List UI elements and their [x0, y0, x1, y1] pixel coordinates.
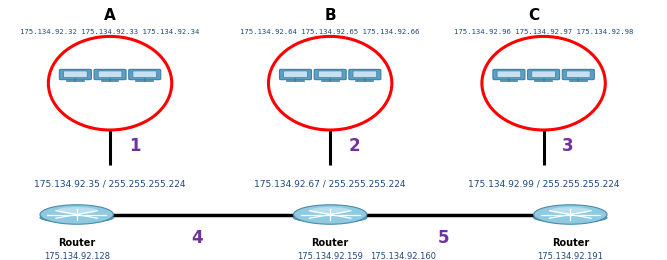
FancyBboxPatch shape	[566, 71, 590, 78]
Text: C: C	[528, 8, 539, 23]
Ellipse shape	[57, 207, 97, 214]
Ellipse shape	[293, 205, 367, 224]
FancyBboxPatch shape	[94, 69, 126, 80]
Ellipse shape	[534, 205, 607, 224]
FancyBboxPatch shape	[283, 71, 307, 78]
Text: 2: 2	[349, 136, 360, 155]
Ellipse shape	[40, 205, 113, 224]
Ellipse shape	[293, 213, 367, 223]
Text: 175.134.92.67 / 255.255.255.224: 175.134.92.67 / 255.255.255.224	[254, 179, 406, 188]
Text: A: A	[104, 8, 116, 23]
Text: 175.134.92.35 / 255.255.255.224: 175.134.92.35 / 255.255.255.224	[34, 179, 186, 188]
FancyBboxPatch shape	[349, 69, 381, 80]
Text: Router: Router	[552, 238, 589, 248]
FancyBboxPatch shape	[353, 71, 377, 78]
Text: B: B	[324, 8, 336, 23]
Ellipse shape	[550, 207, 590, 214]
FancyBboxPatch shape	[493, 69, 525, 80]
Text: Router: Router	[311, 238, 349, 248]
FancyBboxPatch shape	[532, 71, 556, 78]
Ellipse shape	[310, 207, 350, 214]
FancyBboxPatch shape	[528, 69, 560, 80]
FancyBboxPatch shape	[133, 71, 157, 78]
Text: Router: Router	[58, 238, 95, 248]
Text: 175.134.92.191: 175.134.92.191	[538, 252, 603, 260]
Text: 1: 1	[129, 136, 140, 155]
Ellipse shape	[40, 213, 113, 223]
FancyBboxPatch shape	[562, 69, 594, 80]
FancyBboxPatch shape	[59, 69, 91, 80]
FancyBboxPatch shape	[129, 69, 161, 80]
FancyBboxPatch shape	[63, 71, 87, 78]
Text: 175.134.92.159: 175.134.92.159	[297, 252, 363, 260]
Text: 175.134.92.128: 175.134.92.128	[44, 252, 109, 260]
FancyBboxPatch shape	[98, 71, 122, 78]
FancyBboxPatch shape	[314, 69, 346, 80]
Text: 175.134.92.96 175.134.92.97 175.134.92.98: 175.134.92.96 175.134.92.97 175.134.92.9…	[454, 29, 633, 35]
Text: 175.134.92.160: 175.134.92.160	[371, 252, 436, 260]
Text: 5: 5	[438, 229, 450, 247]
Ellipse shape	[534, 213, 607, 223]
FancyBboxPatch shape	[497, 71, 521, 78]
FancyBboxPatch shape	[279, 69, 311, 80]
Text: 4: 4	[191, 229, 203, 247]
Text: 175.134.92.99 / 255.255.255.224: 175.134.92.99 / 255.255.255.224	[468, 179, 620, 188]
Text: 175.134.92.32 175.134.92.33 175.134.92.34: 175.134.92.32 175.134.92.33 175.134.92.3…	[21, 29, 199, 35]
Text: 3: 3	[562, 136, 574, 155]
FancyBboxPatch shape	[318, 71, 342, 78]
Text: 175.134.92.64 175.134.92.65 175.134.92.66: 175.134.92.64 175.134.92.65 175.134.92.6…	[241, 29, 420, 35]
